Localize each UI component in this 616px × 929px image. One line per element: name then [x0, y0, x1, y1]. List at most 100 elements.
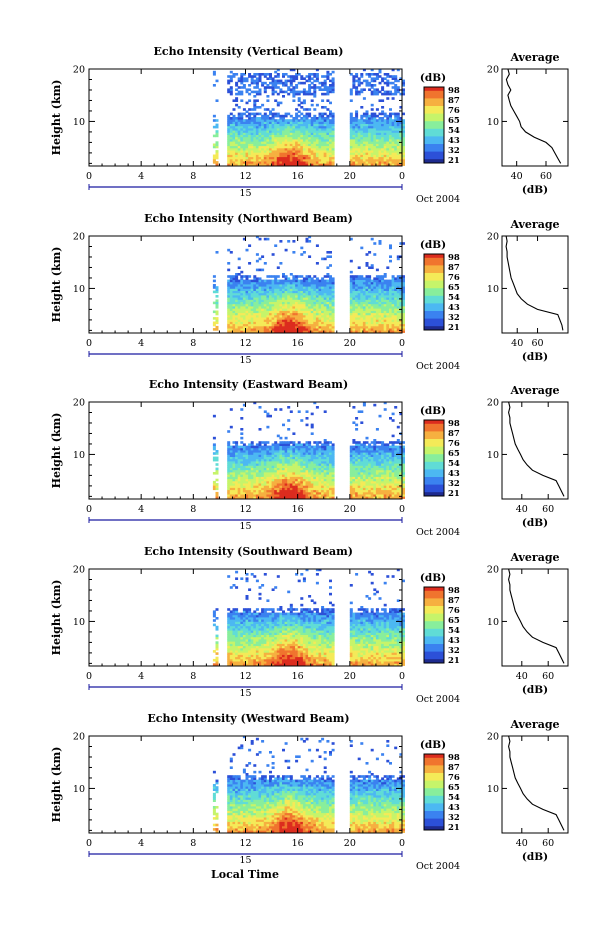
heatmap-cell	[315, 303, 319, 307]
heatmap-cell	[396, 323, 400, 327]
heatmap-cell	[326, 306, 330, 309]
heatmap-cell	[229, 123, 233, 127]
heatmap-cell	[274, 150, 278, 153]
heatmap-cell	[242, 487, 246, 491]
heatmap-cell	[248, 147, 252, 151]
heatmap-cell	[318, 321, 322, 325]
heatmap-cell	[237, 487, 241, 491]
heatmap-cell	[232, 461, 236, 464]
heatmap-cell	[318, 114, 322, 118]
heatmap-cell	[375, 114, 379, 118]
heatmap-cell	[284, 467, 288, 471]
heatmap-cell	[310, 303, 314, 307]
heatmap-cell	[255, 461, 259, 464]
heatmap-cell	[355, 86, 359, 89]
colorbar-band	[424, 273, 444, 276]
heatmap-cell	[215, 161, 219, 164]
heatmap-cell	[331, 277, 335, 280]
heatmap-cell	[315, 306, 319, 309]
heatmap-cell	[271, 467, 275, 471]
heatmap-cell	[305, 277, 309, 280]
heatmap-cell	[386, 119, 390, 122]
heatmap-cell	[362, 279, 366, 283]
heatmap-cell	[331, 288, 335, 291]
heatmap-cell	[326, 301, 330, 305]
heatmap-cell	[292, 125, 296, 129]
heatmap-cell	[349, 139, 353, 142]
heatmap-cell	[240, 489, 244, 493]
heatmap-cell	[289, 308, 293, 311]
heatmap-cell	[263, 121, 267, 124]
heatmap-cell	[386, 139, 390, 142]
heatmap-cell	[266, 472, 270, 475]
heatmap-cell	[271, 478, 275, 482]
heatmap-cell	[297, 465, 301, 468]
heatmap-cell	[310, 288, 314, 291]
heatmap-cell	[274, 158, 278, 162]
heatmap-cell	[253, 465, 257, 468]
heatmap-cell	[326, 163, 330, 166]
heatmap-cell	[315, 125, 319, 129]
heatmap-cell	[315, 476, 319, 480]
heatmap-cell	[287, 478, 291, 482]
heatmap-cell	[323, 275, 327, 278]
heatmap-cell	[349, 275, 353, 278]
heatmap-cell	[313, 301, 317, 305]
heatmap-cell	[266, 489, 270, 493]
heatmap-cell	[313, 132, 317, 135]
heatmap-cell	[302, 463, 306, 466]
heatmap-cell	[357, 330, 361, 333]
heatmap-cell	[250, 117, 254, 120]
heatmap-cell	[318, 458, 322, 462]
heatmap-cell	[242, 458, 246, 462]
heatmap-cell	[255, 491, 259, 495]
heatmap-cell	[381, 321, 385, 325]
heatmap-cell	[242, 330, 246, 333]
heatmap-cell	[248, 128, 252, 131]
heatmap-cell	[227, 248, 231, 252]
heatmap-cell	[331, 145, 335, 149]
heatmap-cell	[383, 314, 387, 318]
heatmap-cell	[399, 143, 403, 147]
heatmap-cell	[240, 81, 244, 85]
heatmap-cell	[373, 314, 377, 318]
heatmap-cell	[227, 450, 231, 453]
heatmap-cell	[263, 330, 267, 333]
heatmap-cell	[287, 75, 291, 78]
heatmap-cell	[258, 443, 262, 446]
heatmap-cell	[368, 128, 372, 131]
heatmap-cell	[383, 156, 387, 160]
heatmap-cell	[383, 158, 387, 162]
heatmap-cell	[329, 110, 332, 113]
heatmap-cell	[250, 319, 254, 322]
heatmap-cell	[386, 132, 390, 135]
heatmap-cell	[266, 114, 270, 118]
heatmap-cell	[269, 469, 272, 473]
heatmap-cell	[329, 323, 332, 327]
heatmap-cell	[331, 156, 335, 160]
heatmap-cell	[235, 330, 239, 333]
heatmap-cell	[279, 328, 283, 331]
heatmap-cell	[389, 114, 392, 118]
heatmap-cell	[305, 310, 309, 314]
heatmap-cell	[232, 299, 236, 302]
heatmap-cell	[365, 319, 369, 322]
heatmap-cell	[284, 489, 288, 493]
heatmap-cell	[302, 158, 306, 162]
heatmap-cell	[391, 297, 395, 300]
heatmap-cell	[383, 275, 387, 278]
heatmap-cell	[370, 141, 374, 144]
heatmap-cell	[391, 290, 395, 294]
heatmap-cell	[370, 323, 374, 327]
heatmap-cell	[229, 474, 233, 477]
heatmap-cell	[263, 297, 267, 300]
heatmap-cell	[365, 308, 369, 311]
heatmap-cell	[261, 472, 265, 475]
heatmap-cell	[245, 476, 249, 480]
heatmap-cell	[284, 491, 288, 495]
heatmap-cell	[368, 154, 372, 158]
heatmap-cell	[349, 117, 353, 120]
heatmap-cell	[321, 147, 325, 151]
heatmap-cell	[308, 158, 312, 162]
heatmap-cell	[245, 325, 249, 329]
